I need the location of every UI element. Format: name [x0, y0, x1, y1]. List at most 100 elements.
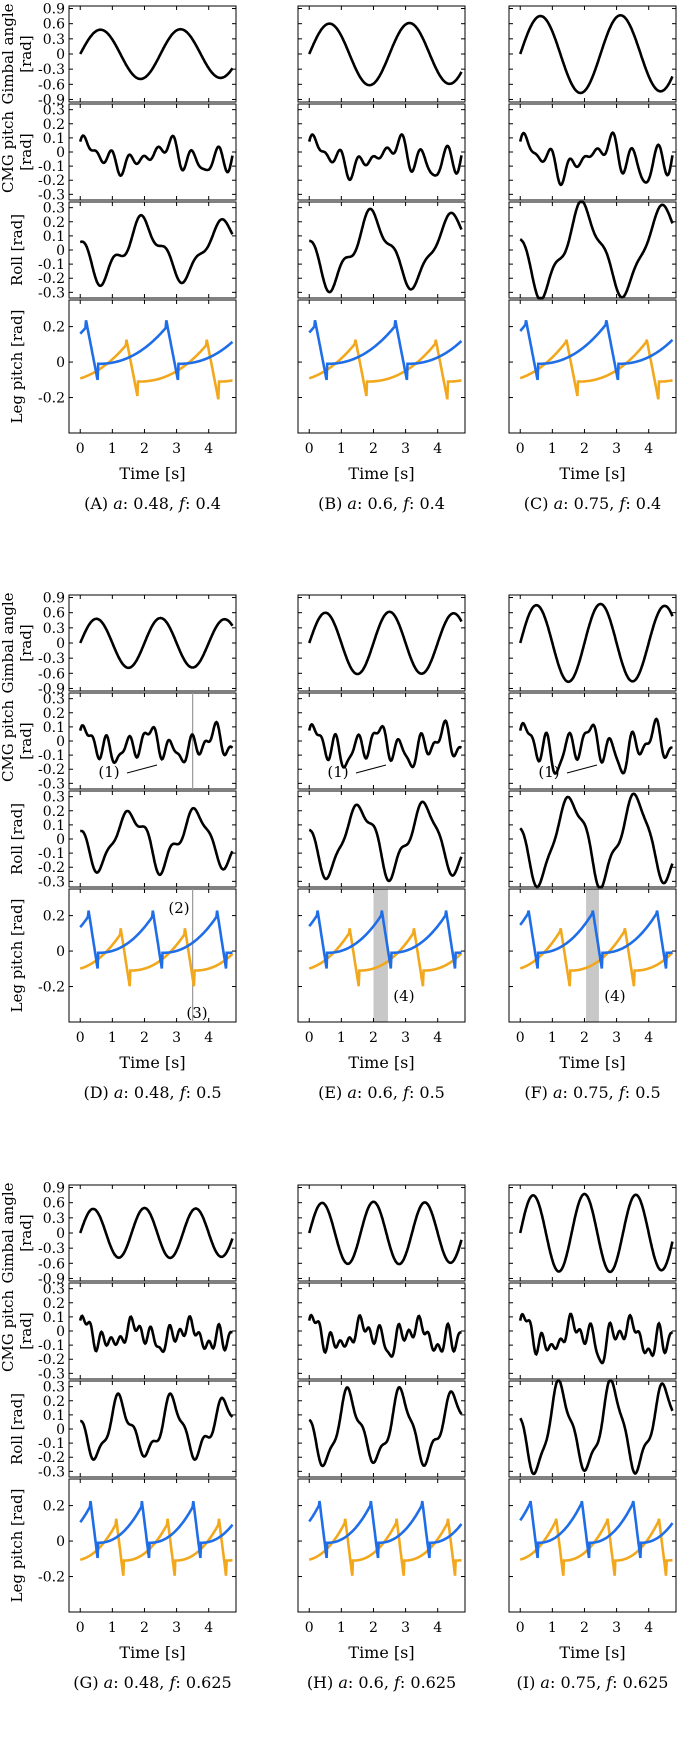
leg-pitch-left-line — [519, 910, 673, 969]
xtick-label: 3 — [172, 1620, 181, 1636]
ytick-label: -0.3 — [38, 776, 65, 792]
subplot-A-3: 0.2 0 -0.2 — [38, 299, 237, 434]
caption-letter: (A) — [84, 494, 113, 513]
caption-a-label: a — [553, 1083, 563, 1102]
xtick-label: 3 — [401, 1620, 410, 1636]
xtick-label: 1 — [337, 1030, 346, 1046]
ytick-label: -0.1 — [38, 846, 65, 862]
xtick-label: 2 — [580, 441, 589, 457]
roll-line — [80, 806, 234, 877]
ytick-label: 0.9 — [43, 2, 65, 18]
ytick-label: 0 — [56, 1534, 65, 1550]
gimbal-angle-line — [79, 27, 234, 81]
caption-a-value: : 0.75, — [563, 1083, 619, 1102]
ytick-label: 0.3 — [43, 1211, 65, 1227]
xtick-label: 3 — [612, 441, 621, 457]
xtick-label: 2 — [369, 1620, 378, 1636]
ytick-label: 0.1 — [43, 818, 65, 834]
caption-letter: (C) — [524, 494, 554, 513]
ytick-label: 0.2 — [43, 1499, 65, 1515]
ytick-label: -0.3 — [38, 874, 65, 890]
subplot-H-0 — [297, 1184, 466, 1282]
ytick-label: -0.3 — [38, 651, 65, 667]
gimbal-angle-line — [307, 610, 463, 676]
gimbal-angle-line — [518, 602, 674, 684]
gimbal-angle-line — [307, 1200, 463, 1266]
subplot-C-1 — [508, 103, 677, 201]
xtick-label: 4 — [644, 1620, 653, 1636]
xtick-label: 3 — [172, 1030, 181, 1046]
ytick-label: 0.3 — [43, 790, 65, 806]
caption-letter: (I) — [517, 1673, 541, 1692]
gimbal-angle-line — [308, 21, 463, 87]
subplot-G-1: 0.30.20.10-0.1-0.2-0.3 — [38, 1282, 237, 1382]
roll-line — [519, 1379, 674, 1476]
leg-pitch-left-line — [308, 910, 462, 969]
caption-letter: (E) — [318, 1083, 347, 1102]
caption-f-label: f — [618, 1083, 628, 1102]
ytick-label: -0.6 — [38, 77, 65, 93]
xtick-label: 4 — [433, 1030, 442, 1046]
subplot-B-3 — [297, 299, 466, 434]
axes-frame — [297, 5, 466, 103]
xtick-label: 0 — [76, 1620, 85, 1636]
roll-line — [308, 1385, 463, 1468]
subplot-D-1: 0.30.20.10-0.1-0.2-0.3 (1) — [38, 692, 237, 792]
ytick-label: 0.2 — [43, 804, 65, 820]
subplot-A-2: 0.30.20.10-0.1-0.2-0.3 — [38, 201, 237, 301]
panel-D: 0.90.60.30-0.3-0.6-0.90.30.20.10-0.1-0.2… — [38, 591, 237, 1102]
subplot-A-1: 0.30.20.10-0.1-0.2-0.3 — [38, 103, 237, 203]
roll-line — [519, 792, 674, 889]
subplot-H-3 — [297, 1478, 466, 1613]
cmg-pitch-line — [518, 1312, 674, 1365]
caption-f-label: f — [393, 1673, 403, 1692]
ytick-label: 0.1 — [43, 131, 65, 147]
caption-f-label: f — [178, 494, 188, 513]
caption-f-label: f — [402, 494, 412, 513]
caption-f-value: : 0.5 — [625, 1083, 661, 1102]
caption-f-value: : 0.625 — [612, 1673, 668, 1692]
caption-f-label: f — [605, 1673, 615, 1692]
panel-G: 0.90.60.30-0.3-0.6-0.90.30.20.10-0.1-0.2… — [38, 1181, 237, 1692]
ytick-label: -0.2 — [38, 980, 65, 996]
leg-pitch-right-line — [519, 928, 674, 987]
caption-letter: (F) — [524, 1083, 553, 1102]
ytick-label: -0.2 — [38, 391, 65, 407]
leg-pitch-left-line — [519, 320, 674, 381]
row-ylabel: Leg pitch [rad] — [8, 1489, 26, 1603]
ytick-label: 0.3 — [43, 692, 65, 708]
caption-a-value: : 0.48, — [123, 1083, 179, 1102]
subplot-H-2 — [297, 1380, 466, 1478]
x-axis-label: Time [s] — [119, 464, 185, 483]
axes-frame — [297, 1478, 466, 1613]
row-ylabel-unit: [rad] — [17, 624, 35, 661]
ytick-label: -0.2 — [38, 1352, 65, 1368]
gimbal-angle-line — [518, 13, 674, 95]
ytick-label: 0.2 — [43, 117, 65, 133]
annotation-arrow — [566, 764, 598, 774]
row-ylabel-unit: [rad] — [17, 722, 35, 759]
subplot-G-0: 0.90.60.30-0.3-0.6-0.9 — [38, 1181, 237, 1287]
caption-f-value: : 0.5 — [409, 1083, 445, 1102]
xtick-label: 1 — [108, 1030, 117, 1046]
annotation-4: (4) — [393, 987, 414, 1005]
x-axis-label: Time [s] — [119, 1643, 185, 1662]
row-ylabel: Gimbal angle — [0, 1182, 17, 1283]
caption-a-label: a — [114, 1083, 124, 1102]
caption-a-value: : 0.48, — [123, 494, 179, 513]
axes-frame — [508, 594, 677, 692]
ytick-label: 0.2 — [43, 215, 65, 231]
cmg-pitch-line — [307, 1313, 462, 1359]
subplot-G-3: 0.2 0 -0.2 — [38, 1478, 237, 1613]
ytick-label: 0 — [56, 47, 65, 63]
caption-a-label: a — [104, 1673, 114, 1692]
roll-line — [309, 207, 463, 294]
cmg-pitch-line — [307, 719, 463, 769]
xtick-label: 1 — [548, 441, 557, 457]
xtick-label: 0 — [516, 1620, 525, 1636]
leg-pitch-left-line — [308, 1500, 463, 1559]
ytick-label: 0.6 — [43, 1196, 65, 1212]
ytick-label: 0 — [56, 355, 65, 371]
